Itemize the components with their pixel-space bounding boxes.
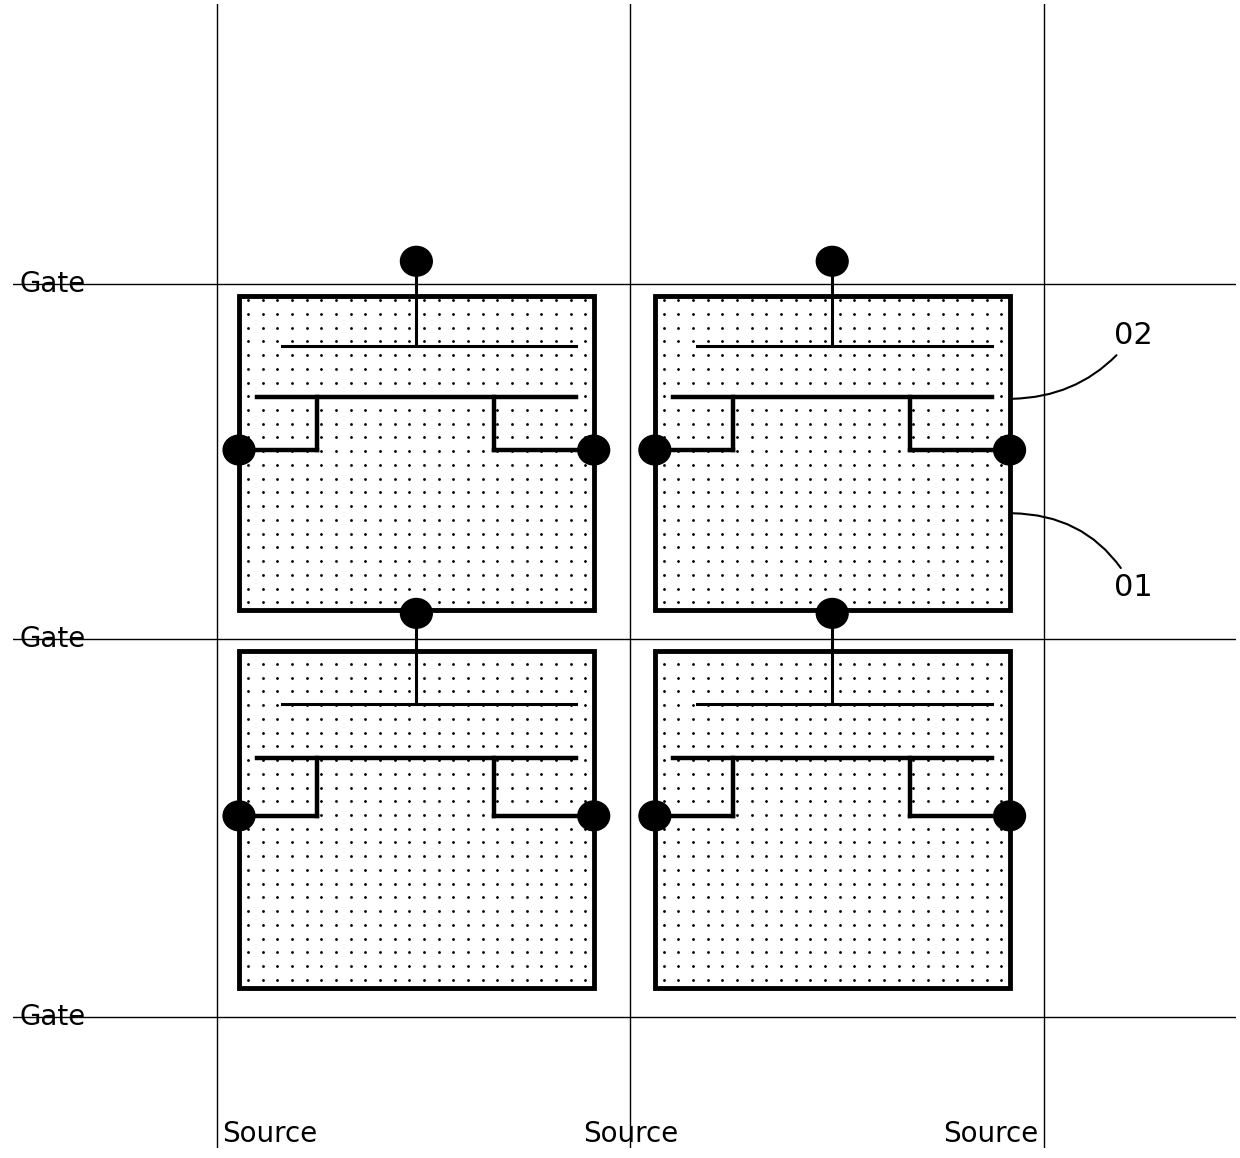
Bar — [655, 296, 1009, 610]
Circle shape — [816, 599, 848, 629]
Bar — [239, 296, 594, 610]
Circle shape — [816, 247, 848, 276]
Text: Gate: Gate — [20, 271, 86, 299]
Circle shape — [639, 801, 671, 830]
Text: 02: 02 — [1012, 322, 1152, 398]
Text: 01: 01 — [1012, 513, 1152, 602]
Circle shape — [993, 801, 1025, 830]
Text: Gate: Gate — [20, 1003, 86, 1031]
Circle shape — [401, 599, 433, 629]
Circle shape — [223, 801, 255, 830]
Text: Source: Source — [222, 1120, 317, 1148]
Circle shape — [578, 801, 610, 830]
Circle shape — [578, 435, 610, 464]
Bar — [239, 651, 594, 988]
Text: Gate: Gate — [20, 625, 86, 653]
Circle shape — [993, 435, 1025, 464]
Text: Source: Source — [944, 1120, 1039, 1148]
Text: Source: Source — [583, 1120, 678, 1148]
Circle shape — [223, 435, 255, 464]
Circle shape — [639, 435, 671, 464]
Circle shape — [401, 247, 433, 276]
Bar — [655, 651, 1009, 988]
